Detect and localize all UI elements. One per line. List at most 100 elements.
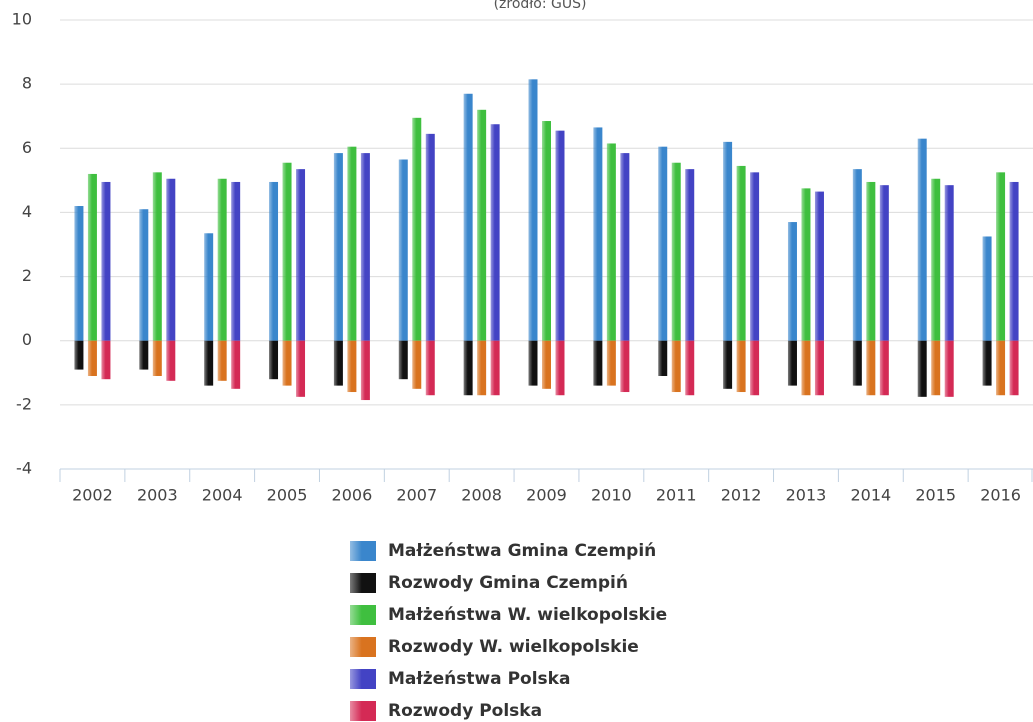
- legend-label: Rozwody Gmina Czempiń: [388, 573, 628, 593]
- bar: [398, 159, 408, 341]
- legend-label: Rozwody Polska: [388, 701, 542, 721]
- bar: [879, 340, 889, 396]
- bar: [606, 340, 616, 386]
- bar: [685, 340, 695, 396]
- x-tick-label: 2011: [656, 486, 697, 505]
- bar: [944, 340, 954, 397]
- bar: [879, 185, 889, 341]
- bar: [398, 340, 408, 380]
- x-tick-label: 2016: [980, 486, 1021, 505]
- bar: [333, 153, 343, 341]
- bar: [996, 340, 1006, 396]
- bar: [658, 146, 668, 341]
- y-tick-label: -2: [16, 394, 32, 413]
- bar: [750, 340, 760, 396]
- x-tick-label: 2012: [721, 486, 762, 505]
- bar: [1009, 181, 1019, 341]
- bar: [269, 340, 279, 380]
- bar: [101, 340, 111, 380]
- legend-swatch: [350, 573, 376, 593]
- bar: [74, 340, 84, 370]
- bar: [282, 340, 292, 386]
- bar: [463, 340, 473, 396]
- bar: [528, 79, 538, 341]
- legend-label: Małżeństwa Polska: [388, 669, 570, 689]
- chart-subtitle: (źródło: GUS): [494, 0, 587, 12]
- bar: [685, 169, 695, 341]
- bar: [412, 117, 422, 341]
- y-tick-label: 0: [22, 330, 32, 349]
- bar: [269, 181, 279, 341]
- y-tick-label: 6: [22, 138, 32, 157]
- x-tick-label: 2013: [786, 486, 827, 505]
- bar: [723, 141, 733, 341]
- bar: [593, 127, 603, 341]
- bar: [866, 340, 876, 396]
- bar: [620, 153, 630, 341]
- x-tick-label: 2014: [850, 486, 891, 505]
- bar: [217, 178, 227, 341]
- bar: [750, 172, 760, 341]
- bar: [736, 340, 746, 393]
- y-tick-label: 4: [22, 202, 32, 221]
- bar: [542, 340, 551, 389]
- bar: [296, 340, 306, 397]
- bar: [1009, 340, 1019, 396]
- legend-label: Małżeństwa W. wielkopolskie: [388, 605, 667, 625]
- bar: [204, 340, 214, 386]
- bar: [606, 143, 616, 341]
- x-tick-label: 2006: [332, 486, 373, 505]
- bar: [166, 340, 176, 381]
- bar: [620, 340, 630, 393]
- bar: [852, 340, 862, 386]
- bar: [671, 340, 681, 393]
- x-tick-label: 2015: [915, 486, 956, 505]
- bar: [982, 340, 992, 386]
- bar: [917, 340, 927, 397]
- y-tick-label: 10: [12, 10, 32, 29]
- bar: [555, 340, 565, 396]
- bar: [231, 340, 241, 389]
- bar: [360, 153, 370, 341]
- bar: [282, 162, 292, 341]
- bar: [152, 172, 162, 341]
- legend-label: Małżeństwa Gmina Czempiń: [388, 541, 656, 561]
- bar: [801, 188, 811, 341]
- x-tick-label: 2010: [591, 486, 632, 505]
- x-tick-label: 2008: [461, 486, 502, 505]
- bar: [347, 146, 357, 341]
- bar: [360, 340, 370, 401]
- legend-label: Rozwody W. wielkopolskie: [388, 637, 639, 657]
- legend-swatch: [350, 605, 376, 625]
- x-tick-label: 2005: [267, 486, 308, 505]
- bar: [736, 165, 746, 341]
- bar: [74, 206, 84, 341]
- y-tick-label: 2: [22, 266, 32, 285]
- y-tick-label: 8: [22, 74, 32, 93]
- bar: [490, 340, 500, 396]
- bar: [490, 124, 500, 341]
- bar: [801, 340, 811, 396]
- bar: [555, 130, 565, 341]
- bar: [333, 340, 343, 386]
- bar: [166, 178, 176, 341]
- bar: [152, 340, 162, 376]
- bar: [787, 222, 797, 341]
- bar: [944, 185, 954, 341]
- bar: [931, 340, 941, 396]
- bar: [87, 340, 97, 376]
- x-tick-label: 2007: [396, 486, 437, 505]
- legend-swatch: [350, 637, 376, 657]
- bar: [593, 340, 603, 386]
- bar: [101, 181, 111, 341]
- y-tick-label: -4: [16, 459, 32, 478]
- bar: [852, 169, 862, 341]
- bar: [217, 340, 227, 381]
- bar: [814, 191, 824, 341]
- bar: [463, 93, 473, 341]
- legend-swatch: [350, 669, 376, 689]
- bar: [671, 162, 681, 341]
- bar: [917, 138, 927, 341]
- bar: [658, 340, 668, 376]
